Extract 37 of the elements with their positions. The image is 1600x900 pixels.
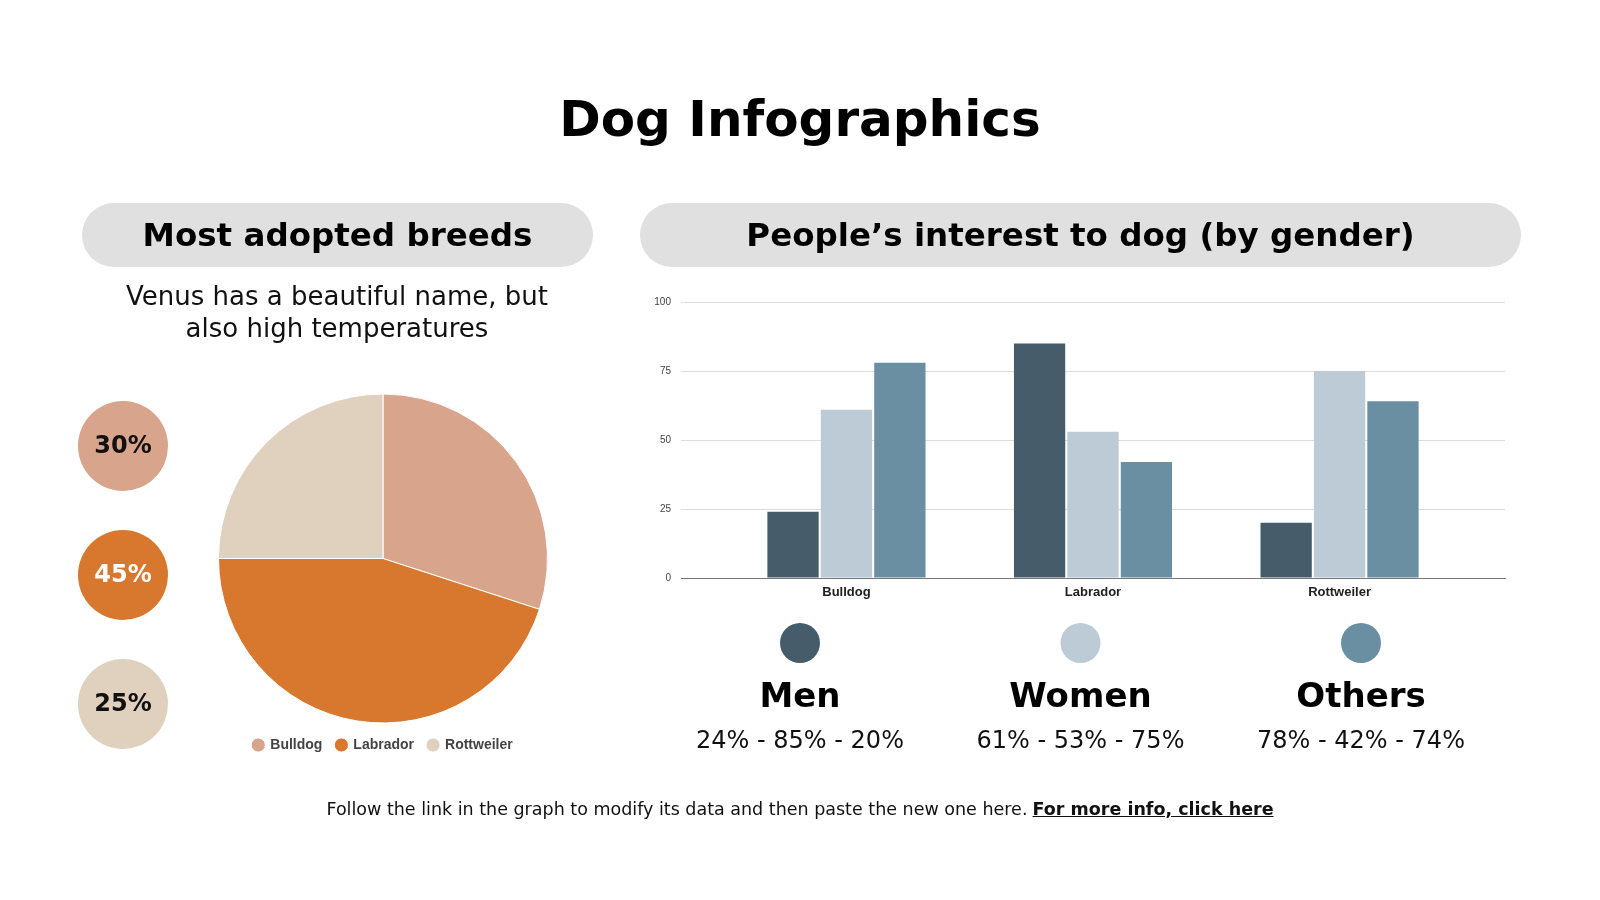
text: 24% - 85% - 20%	[696, 726, 904, 755]
y-tick-label: 50	[659, 433, 672, 445]
x-tick-label: Rottweiler	[1308, 584, 1371, 600]
bar	[1067, 431, 1119, 578]
y-tick-label: 100	[654, 295, 672, 307]
bar	[1367, 401, 1419, 578]
text: 61% - 53% - 75%	[976, 726, 1185, 755]
text: 78% - 42% - 74%	[1257, 726, 1465, 755]
y-tick-label: 75	[659, 364, 672, 376]
text: For more info, click here	[1032, 799, 1274, 819]
bar	[1013, 343, 1066, 578]
text: 30%	[94, 431, 152, 460]
bar	[1313, 371, 1366, 578]
bar	[1120, 462, 1173, 578]
legend-label: Men	[759, 674, 841, 715]
text: Dog Infographics	[559, 90, 1041, 148]
y-tick-label: 25	[659, 502, 672, 514]
text: 45%	[94, 560, 152, 589]
bar	[820, 409, 873, 578]
text: 25%	[94, 689, 152, 718]
legend-label: Others	[1296, 674, 1426, 715]
title-pill: People’s interest to dog (by gender)	[640, 203, 1521, 267]
bar	[1260, 522, 1312, 578]
legend-label: Rottweiler	[445, 735, 514, 752]
text: Follow the link in the graph to modify its data and then paste the new one here.	[326, 799, 1028, 819]
legend-label: Women	[1009, 674, 1152, 715]
chart-title: People’s interest to dog (by gender)	[746, 215, 1415, 255]
bar	[874, 362, 926, 578]
title-pill: Most adopted breeds	[82, 203, 593, 267]
y-tick-label: 0	[665, 571, 672, 583]
bar	[767, 511, 819, 578]
legend-label: Labrador	[353, 735, 415, 752]
legend-label: Bulldog	[270, 735, 323, 752]
chart-title: Most adopted breeds	[142, 215, 533, 255]
chart-subtitle: Venus has a beautiful name, but also high temperatures	[126, 281, 548, 343]
x-tick-label: Labrador	[1064, 584, 1122, 600]
x-tick-label: Bulldog	[822, 584, 871, 600]
